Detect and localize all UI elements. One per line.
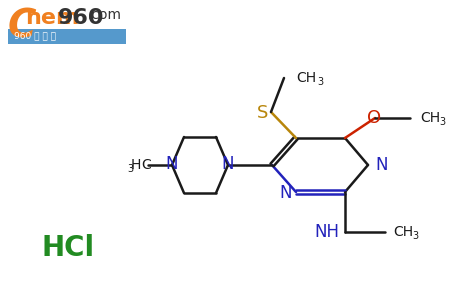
Text: N: N bbox=[166, 155, 178, 173]
Text: 3: 3 bbox=[317, 77, 323, 87]
Text: 960: 960 bbox=[58, 8, 104, 28]
Text: N: N bbox=[222, 155, 234, 173]
Text: C: C bbox=[8, 8, 36, 46]
Text: S: S bbox=[256, 104, 268, 122]
Text: .com: .com bbox=[88, 8, 122, 22]
Text: H: H bbox=[131, 158, 141, 172]
Text: NH: NH bbox=[314, 223, 339, 241]
Text: 3: 3 bbox=[412, 231, 418, 241]
Text: 3: 3 bbox=[439, 117, 445, 127]
Text: N: N bbox=[280, 184, 292, 202]
Text: CH: CH bbox=[420, 111, 440, 125]
Text: 960 化 工 网: 960 化 工 网 bbox=[14, 31, 56, 40]
Text: CH: CH bbox=[393, 225, 413, 239]
Text: N: N bbox=[375, 156, 388, 174]
Text: O: O bbox=[367, 109, 381, 127]
Text: C: C bbox=[141, 158, 151, 172]
Text: 3: 3 bbox=[127, 164, 133, 174]
Text: hem: hem bbox=[25, 8, 79, 28]
Text: HCl: HCl bbox=[42, 234, 95, 262]
Text: CH: CH bbox=[296, 71, 316, 85]
Bar bbox=[8, 29, 126, 44]
